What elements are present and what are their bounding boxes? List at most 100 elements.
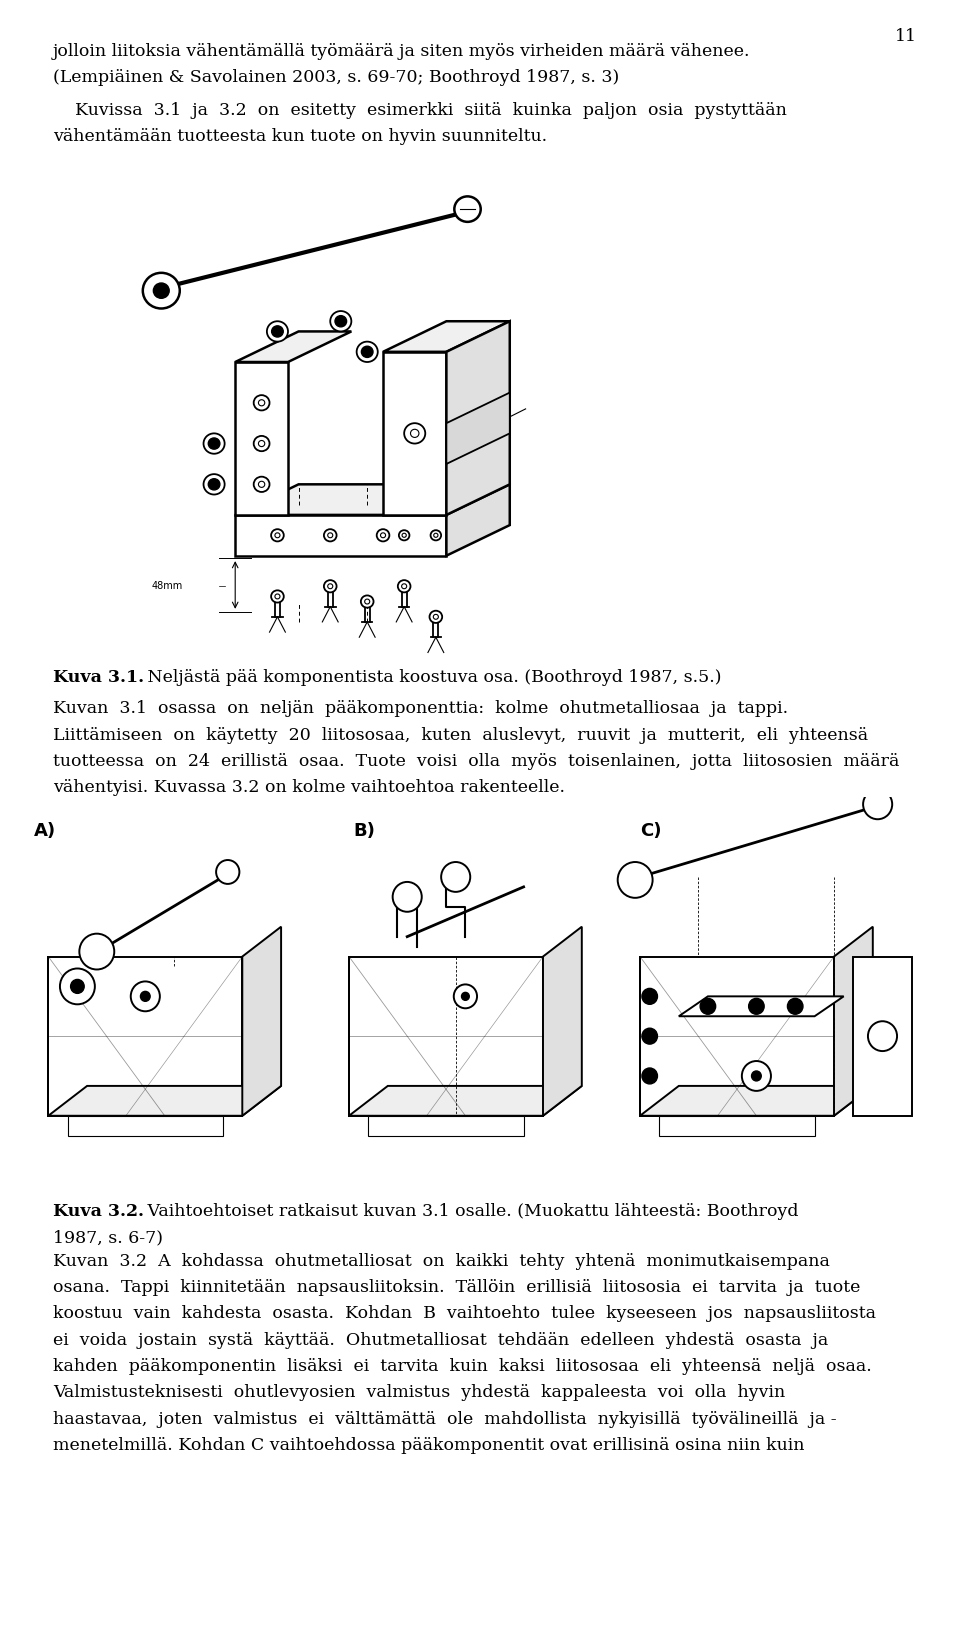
Circle shape [140, 991, 150, 1001]
Circle shape [216, 860, 239, 884]
Circle shape [454, 985, 477, 1008]
Text: Kuvan  3.1  osassa  on  neljän  pääkomponenttia:  kolme  ohutmetalliosaa  ja  ta: Kuvan 3.1 osassa on neljän pääkomponentt… [53, 700, 788, 717]
Circle shape [399, 531, 410, 541]
Circle shape [253, 395, 270, 411]
Circle shape [258, 441, 265, 447]
Circle shape [863, 789, 892, 819]
Circle shape [433, 615, 439, 620]
Circle shape [267, 321, 288, 342]
Circle shape [253, 477, 270, 492]
Polygon shape [834, 927, 873, 1116]
Circle shape [397, 580, 411, 592]
Polygon shape [349, 1087, 582, 1116]
Circle shape [324, 580, 337, 592]
Polygon shape [235, 515, 446, 556]
Circle shape [327, 533, 333, 538]
Circle shape [411, 429, 419, 437]
Text: kahden  pääkomponentin  lisäksi  ei  tarvita  kuin  kaksi  liitososaa  eli  yhte: kahden pääkomponentin lisäksi ei tarvita… [53, 1358, 872, 1374]
Circle shape [272, 326, 283, 337]
Polygon shape [660, 1116, 815, 1136]
Polygon shape [679, 996, 844, 1016]
Polygon shape [640, 1087, 873, 1116]
Circle shape [208, 437, 220, 449]
Text: haastavaa,  joten  valmistus  ei  välttämättä  ole  mahdollista  nykyisillä  työ: haastavaa, joten valmistus ei välttämätt… [53, 1411, 836, 1427]
Text: 11: 11 [895, 28, 917, 44]
Circle shape [401, 584, 407, 589]
Polygon shape [242, 927, 281, 1116]
Circle shape [402, 533, 406, 538]
Circle shape [376, 529, 390, 541]
Circle shape [749, 998, 764, 1014]
Circle shape [208, 478, 220, 490]
Circle shape [80, 934, 114, 970]
Circle shape [258, 399, 265, 406]
Text: B): B) [354, 822, 375, 840]
Circle shape [442, 861, 470, 891]
Text: tuotteessa  on  24  erillistä  osaa.  Tuote  voisi  olla  myös  toisenlainen,  j: tuotteessa on 24 erillistä osaa. Tuote v… [53, 753, 900, 769]
Circle shape [752, 1070, 761, 1082]
Polygon shape [446, 321, 510, 515]
Circle shape [253, 436, 270, 450]
Polygon shape [68, 1116, 223, 1136]
Text: jolloin liitoksia vähentämällä työmäärä ja siten myös virheiden määrä vähenee.: jolloin liitoksia vähentämällä työmäärä … [53, 43, 751, 59]
Circle shape [617, 861, 653, 898]
Circle shape [327, 584, 333, 589]
Polygon shape [48, 1087, 281, 1116]
Polygon shape [349, 957, 543, 1116]
Text: Kuvissa  3.1  ja  3.2  on  esitetty  esimerkki  siitä  kuinka  paljon  osia  pys: Kuvissa 3.1 ja 3.2 on esitetty esimerkki… [53, 102, 786, 118]
Circle shape [742, 1060, 771, 1092]
Polygon shape [48, 957, 242, 1116]
Text: koostuu  vain  kahdesta  osasta.  Kohdan  B  vaihtoehto  tulee  kyseeseen  jos  : koostuu vain kahdesta osasta. Kohdan B v… [53, 1305, 876, 1322]
Circle shape [143, 273, 180, 309]
Circle shape [787, 998, 803, 1014]
Circle shape [642, 1069, 658, 1083]
Circle shape [462, 993, 469, 1000]
Polygon shape [543, 927, 582, 1116]
Text: A): A) [34, 822, 56, 840]
Circle shape [154, 283, 169, 298]
Circle shape [335, 316, 347, 327]
Text: C): C) [640, 822, 661, 840]
Polygon shape [446, 485, 510, 556]
Text: Kuvan  3.2  A  kohdassa  ohutmetalliosat  on  kaikki  tehty  yhtenä  monimutkais: Kuvan 3.2 A kohdassa ohutmetalliosat on … [53, 1253, 829, 1269]
Circle shape [60, 968, 95, 1004]
Circle shape [275, 593, 280, 598]
Circle shape [271, 590, 284, 603]
Circle shape [868, 1021, 897, 1051]
Circle shape [404, 423, 425, 444]
Text: Vaihtoehtoiset ratkaisut kuvan 3.1 osalle. (Muokattu lähteestä: Boothroyd: Vaihtoehtoiset ratkaisut kuvan 3.1 osall… [142, 1203, 799, 1220]
Circle shape [642, 1028, 658, 1044]
Polygon shape [383, 321, 510, 352]
Circle shape [430, 531, 442, 541]
Circle shape [204, 473, 225, 495]
Text: Valmistusteknisesti  ohutlevyosien  valmistus  yhdestä  kappaleesta  voi  olla  : Valmistusteknisesti ohutlevyosien valmis… [53, 1384, 785, 1401]
Polygon shape [235, 362, 288, 515]
Text: (Lempiäinen & Savolainen 2003, s. 69-70; Boothroyd 1987, s. 3): (Lempiäinen & Savolainen 2003, s. 69-70;… [53, 69, 619, 85]
Circle shape [357, 342, 378, 362]
Text: osana.  Tappi  kiinnitetään  napsausliitoksin.  Tällöin  erillisiä  liitososia  : osana. Tappi kiinnitetään napsausliitoks… [53, 1279, 860, 1295]
Polygon shape [235, 332, 351, 362]
Circle shape [434, 533, 438, 538]
Circle shape [71, 980, 84, 993]
Text: Kuva 3.1.: Kuva 3.1. [53, 669, 144, 686]
Text: vähentyisi. Kuvassa 3.2 on kolme vaihtoehtoa rakenteelle.: vähentyisi. Kuvassa 3.2 on kolme vaihtoe… [53, 779, 564, 796]
Circle shape [642, 988, 658, 1004]
Circle shape [330, 311, 351, 332]
Circle shape [454, 196, 481, 222]
Text: 48mm: 48mm [151, 582, 182, 592]
Circle shape [271, 529, 284, 541]
Text: Kuva 3.2.: Kuva 3.2. [53, 1203, 144, 1220]
Circle shape [361, 595, 373, 608]
Circle shape [275, 533, 280, 538]
Circle shape [393, 881, 421, 912]
Text: 1987, s. 6-7): 1987, s. 6-7) [53, 1230, 163, 1246]
Polygon shape [369, 1116, 523, 1136]
Polygon shape [446, 393, 510, 464]
Circle shape [131, 981, 160, 1011]
Circle shape [258, 482, 265, 487]
Circle shape [361, 347, 373, 357]
Circle shape [429, 610, 443, 623]
Text: menetelmillä. Kohdan C vaihtoehdossa pääkomponentit ovat erillisinä osina niin k: menetelmillä. Kohdan C vaihtoehdossa pää… [53, 1437, 804, 1453]
Text: Liittämiseen  on  käytetty  20  liitososaa,  kuten  aluslevyt,  ruuvit  ja  mutt: Liittämiseen on käytetty 20 liitososaa, … [53, 727, 868, 743]
Circle shape [700, 998, 715, 1014]
